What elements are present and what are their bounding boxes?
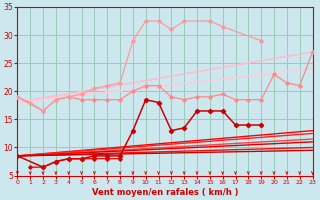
X-axis label: Vent moyen/en rafales ( km/h ): Vent moyen/en rafales ( km/h ) [92, 188, 238, 197]
